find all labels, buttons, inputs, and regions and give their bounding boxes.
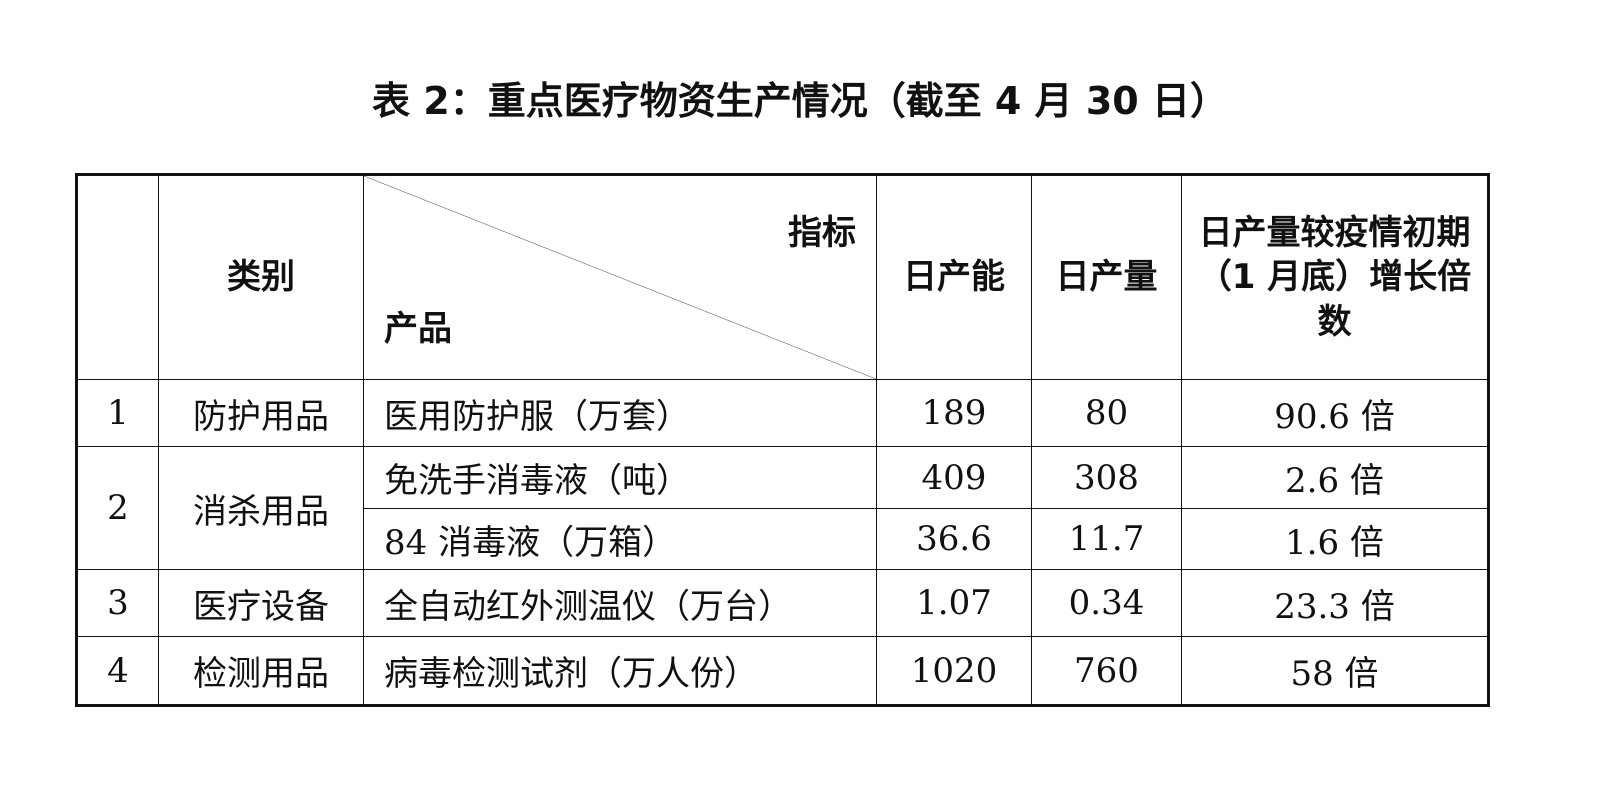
row-output: 760 — [1031, 636, 1182, 706]
row-capacity: 189 — [876, 379, 1032, 447]
diagonal-line — [364, 176, 876, 379]
row-capacity: 1020 — [876, 636, 1032, 706]
row-growth: 23.3 倍 — [1181, 569, 1489, 637]
row-no: 3 — [76, 569, 159, 637]
row-growth: 1.6 倍 — [1181, 508, 1489, 570]
header-capacity: 日产能 — [876, 174, 1032, 380]
row-product: 84 消毒液（万箱） — [363, 508, 877, 570]
row-output: 308 — [1031, 446, 1182, 509]
row-no: 4 — [76, 636, 159, 706]
row-growth: 58 倍 — [1181, 636, 1489, 706]
table-row: 84 消毒液（万箱） 36.6 11.7 1.6 倍 — [77, 508, 1489, 570]
row-no: 1 — [76, 379, 159, 447]
production-table: 类别 指标 产品 日产能 日产量 日产量较疫情初期（1 月底）增长倍数 1 防护… — [75, 173, 1490, 707]
row-product: 全自动红外测温仪（万台） — [363, 569, 877, 637]
table-row: 3 医疗设备 全自动红外测温仪（万台） 1.07 0.34 23.3 倍 — [76, 569, 1489, 637]
header-diagonal-cell: 指标 产品 — [363, 174, 877, 380]
row-output: 0.34 — [1031, 569, 1182, 637]
table-row: 4 检测用品 病毒检测试剂（万人份） 1020 760 58 倍 — [76, 636, 1489, 706]
row-no: 2 — [76, 446, 159, 570]
row-product: 病毒检测试剂（万人份） — [363, 636, 877, 706]
row-growth: 90.6 倍 — [1181, 379, 1489, 447]
row-growth: 2.6 倍 — [1181, 446, 1489, 509]
row-capacity: 36.6 — [876, 508, 1032, 570]
header-no — [76, 174, 159, 380]
row-output: 11.7 — [1031, 508, 1182, 570]
row-output: 80 — [1031, 379, 1182, 447]
header-product: 产品 — [384, 308, 452, 349]
row-product: 医用防护服（万套） — [363, 379, 877, 447]
header-row: 类别 指标 产品 日产能 日产量 日产量较疫情初期（1 月底）增长倍数 — [76, 174, 1489, 380]
row-capacity: 1.07 — [876, 569, 1032, 637]
header-category: 类别 — [158, 174, 364, 380]
header-growth: 日产量较疫情初期（1 月底）增长倍数 — [1181, 174, 1489, 380]
header-output: 日产量 — [1031, 174, 1182, 380]
table-title: 表 2：重点医疗物资生产情况（截至 4 月 30 日） — [372, 79, 1228, 123]
row-capacity: 409 — [876, 446, 1032, 509]
header-growth-text: 日产量较疫情初期（1 月底）增长倍数 — [1197, 213, 1472, 342]
table-row: 2 消杀用品 免洗手消毒液（吨） 409 308 2.6 倍 — [76, 446, 1489, 570]
row-category: 医疗设备 — [158, 569, 364, 637]
row-category: 消杀用品 — [158, 446, 364, 570]
row-product: 免洗手消毒液（吨） — [363, 446, 877, 509]
table-row: 1 防护用品 医用防护服（万套） 189 80 90.6 倍 — [76, 379, 1489, 447]
row-category: 防护用品 — [158, 379, 364, 447]
header-indicator: 指标 — [788, 213, 856, 253]
row-category: 检测用品 — [158, 636, 364, 706]
